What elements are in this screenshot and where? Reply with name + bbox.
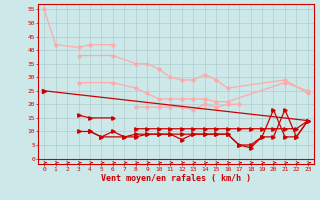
X-axis label: Vent moyen/en rafales ( km/h ): Vent moyen/en rafales ( km/h ) — [101, 174, 251, 183]
